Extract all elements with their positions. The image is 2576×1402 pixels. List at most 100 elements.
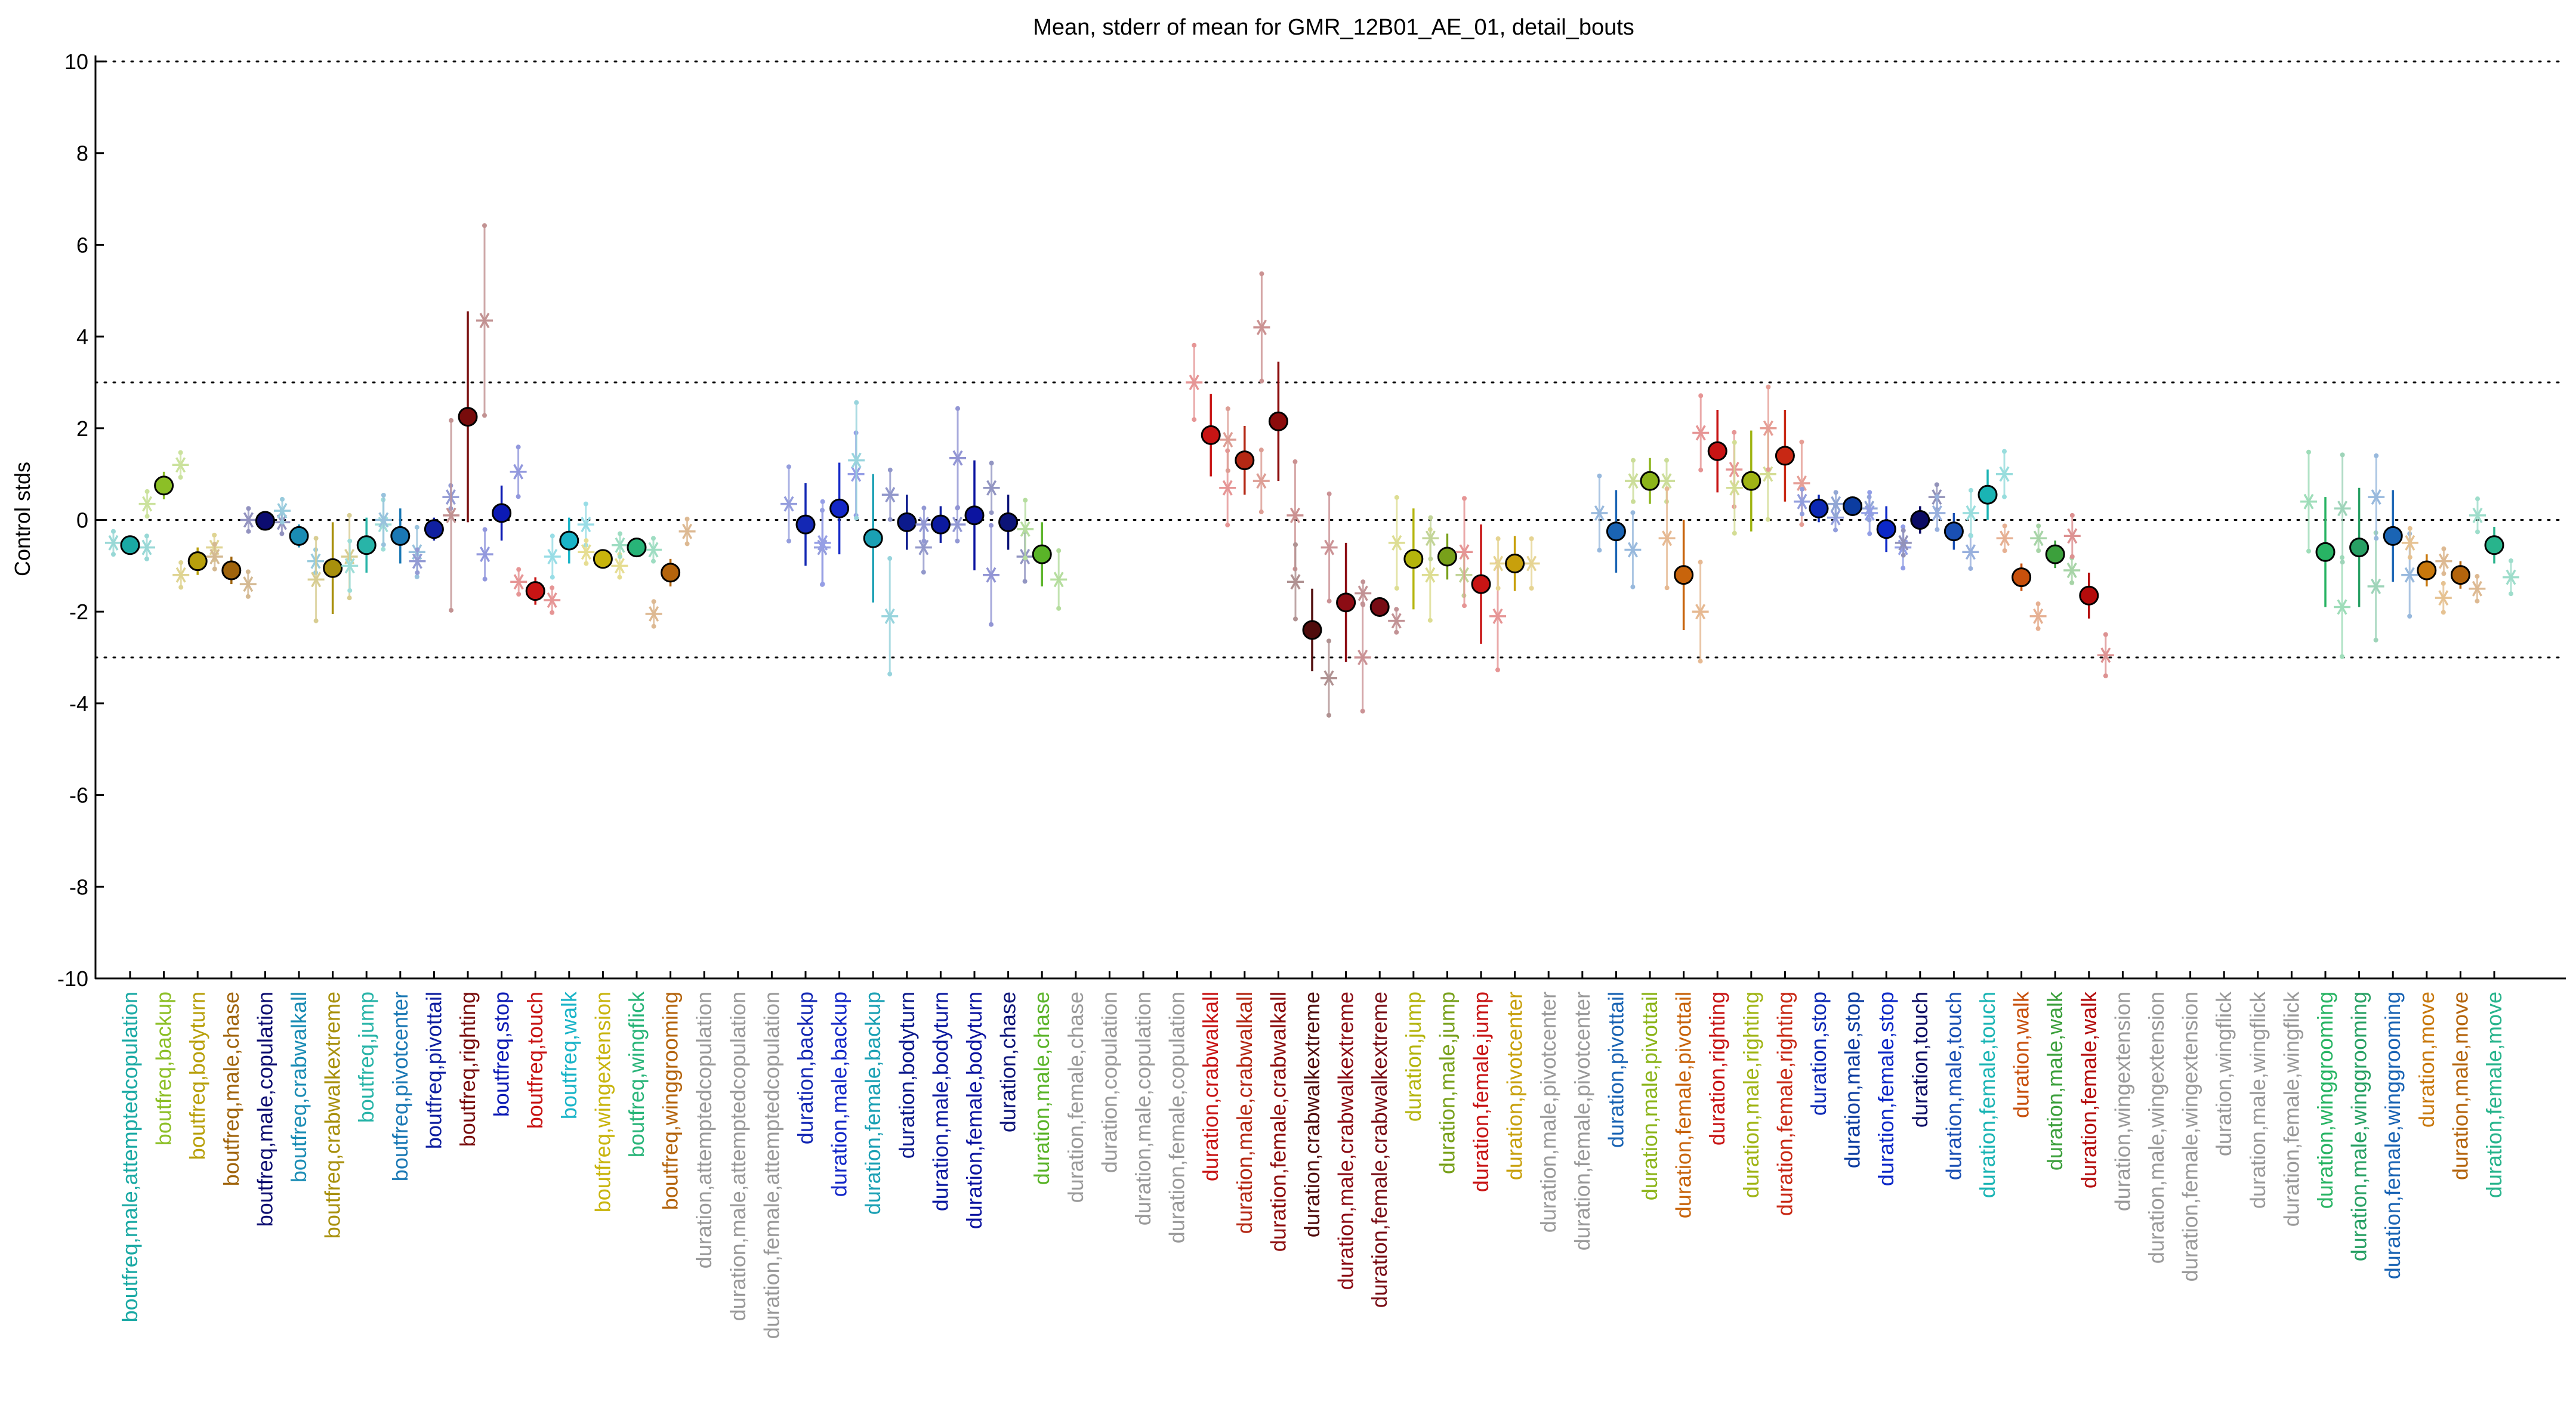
sub-marker-asterisk — [2334, 501, 2351, 517]
sub-error-cap — [651, 623, 656, 629]
sub-marker-asterisk — [1658, 530, 1676, 546]
sub-error-cap — [2475, 598, 2480, 604]
sub-marker-asterisk — [2469, 580, 2486, 597]
sub-marker-asterisk — [678, 523, 696, 539]
mean-marker — [1268, 411, 1288, 431]
x-tick-label: duration,male,winggrooming — [2347, 992, 2371, 1261]
mean-marker — [187, 551, 208, 572]
sub-error-cap — [887, 467, 893, 473]
sub-marker-asterisk — [611, 558, 628, 574]
sub-error-cap — [381, 546, 386, 552]
x-tick-label: boutfreq,touch — [523, 992, 547, 1129]
mean-marker — [1809, 498, 1829, 518]
sub-error-cap — [2475, 529, 2480, 535]
sub-error-cap — [449, 418, 454, 423]
sub-error-cap — [618, 554, 622, 559]
mean-marker — [255, 511, 275, 531]
sub-marker-asterisk — [307, 572, 325, 588]
mean-marker — [1302, 620, 1322, 640]
mean-marker — [897, 512, 917, 532]
x-tick-label: duration,crabwalkall — [1198, 992, 1223, 1181]
sub-error-cap — [415, 570, 420, 575]
x-tick-label: duration,move — [2414, 992, 2439, 1128]
sub-error-cap — [618, 531, 622, 536]
sub-error-cap — [2509, 558, 2513, 563]
x-tick-label: duration,bodyturn — [894, 992, 919, 1159]
sub-error-cap — [786, 538, 791, 543]
sub-error-cap — [414, 574, 419, 579]
sub-error-cap — [1529, 536, 1534, 542]
sub-marker-asterisk — [138, 539, 155, 555]
sub-error-cap — [989, 622, 994, 627]
mean-marker — [424, 519, 444, 539]
mean-marker — [1876, 519, 1896, 539]
sub-error-cap — [1428, 515, 1433, 520]
sub-error-cap — [1698, 467, 1704, 473]
sub-error-cap — [1968, 566, 1973, 571]
x-tick-label: duration,female,wingflick — [2279, 991, 2303, 1227]
sub-marker-asterisk — [1523, 555, 1540, 572]
sub-error-cap — [1833, 527, 1838, 533]
sub-marker-asterisk — [172, 457, 189, 473]
sub-error-cap — [482, 223, 487, 228]
x-tick-label: boutfreq,righting — [455, 992, 480, 1147]
sub-marker-asterisk — [1625, 473, 1642, 489]
mean-marker — [2349, 538, 2370, 558]
sub-error-cap — [1326, 712, 1331, 718]
sub-marker-asterisk — [1861, 505, 1878, 521]
sub-marker-asterisk — [1793, 475, 1810, 492]
mean-marker — [661, 563, 681, 583]
sub-marker-asterisk — [2063, 528, 2081, 544]
sub-error-cap — [1023, 498, 1028, 503]
x-tick-label: duration,female,wingextension — [2178, 992, 2202, 1281]
mean-marker — [2484, 535, 2504, 555]
sub-marker-asterisk — [2300, 493, 2317, 509]
sub-error-cap — [1969, 487, 1973, 493]
sub-marker-asterisk — [1287, 507, 1304, 523]
sub-error-cap — [1901, 528, 1906, 533]
sub-marker-asterisk — [949, 450, 966, 466]
sub-error-cap — [2035, 601, 2041, 607]
mean-marker — [120, 535, 140, 555]
sub-error-cap — [1293, 616, 1298, 622]
sub-error-cap — [1867, 531, 1872, 536]
x-tick-label: duration,jump — [1401, 992, 1426, 1122]
mean-marker — [2315, 542, 2336, 562]
y-tick-label: 4 — [76, 325, 88, 349]
sub-marker-asterisk — [1388, 535, 1405, 551]
x-tick-label: boutfreq,male,chase — [219, 992, 243, 1186]
sub-marker-asterisk — [881, 608, 899, 624]
sub-error-cap — [1462, 603, 1467, 609]
sub-error-cap — [550, 585, 555, 591]
sub-error-cap — [482, 576, 488, 582]
x-tick-label: duration,female,backup — [860, 992, 885, 1215]
sub-error-cap — [955, 505, 960, 510]
x-tick-label: boutfreq,pivottail — [421, 992, 446, 1149]
sub-error-cap — [651, 599, 656, 604]
x-tick-label: boutfreq,bodyturn — [185, 992, 209, 1160]
sub-error-cap — [1732, 530, 1737, 536]
sub-marker-asterisk — [1591, 505, 1608, 521]
mean-marker — [1032, 544, 1052, 564]
sub-error-cap — [584, 561, 589, 566]
sub-marker-asterisk — [2435, 590, 2452, 606]
sub-marker-asterisk — [578, 544, 595, 560]
mean-marker — [458, 407, 478, 427]
sub-error-cap — [1630, 510, 1636, 515]
sub-marker-asterisk — [848, 452, 865, 468]
sub-error-cap — [1969, 533, 1973, 539]
x-tick-label: duration,female,jump — [1469, 992, 1493, 1192]
x-tick-label: duration,male,crabwalkextreme — [1334, 992, 1358, 1290]
sub-marker-asterisk — [1760, 420, 1777, 436]
sub-error-cap — [1799, 522, 1804, 527]
x-tick-labels: boutfreq,male,attemptedcopulation boutfre… — [118, 991, 2506, 1339]
mean-marker — [1505, 554, 1525, 574]
sub-error-cap — [1259, 378, 1264, 384]
mean-marker — [1235, 450, 1255, 471]
sub-error-cap — [144, 514, 150, 519]
x-tick-label: duration,righting — [1705, 992, 1729, 1145]
x-tick-label: duration,male,move — [2448, 992, 2472, 1180]
sub-error-cap — [1293, 542, 1298, 547]
sub-error-cap — [1631, 458, 1636, 463]
sub-marker-asterisk — [1827, 496, 1844, 512]
